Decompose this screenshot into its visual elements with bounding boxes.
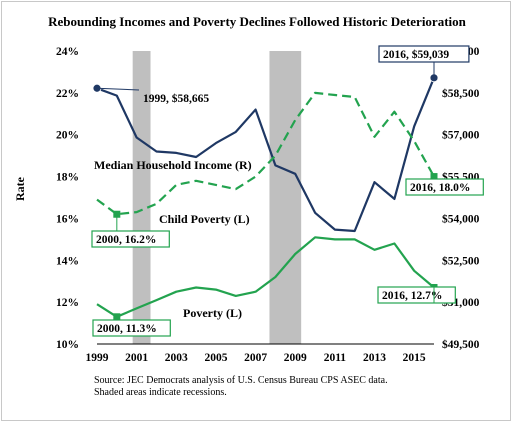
y-left-tick-label: 22% [56,88,79,100]
y-left-tick-label: 12% [56,297,79,309]
y-left-tick-label: 10% [56,339,79,351]
x-tick-label: 2009 [284,352,307,364]
callout-label: 2016, 18.0% [410,182,470,194]
callout-box [378,45,470,63]
callout-label: 2016, 12.7% [382,290,442,302]
x-tick-label: 2005 [204,352,227,364]
annotations: 1999, $58,665 2016, $59,039 2016, 18.0% 200… [91,45,484,337]
y-left-tick-label: 14% [56,255,79,267]
callout-leader [96,87,140,91]
series-lines [96,77,436,318]
callout-label: 2016, $59,039 [383,48,449,61]
recession-bar [132,51,151,344]
source-note: Source: JEC Democrats analysis of U.S. C… [94,375,388,386]
x-tick-label: 1999 [86,352,109,364]
callout-box [91,230,170,248]
y-right-tick-label: $52,500 [442,254,480,267]
callout-box [92,319,171,337]
x-tick-label: 2003 [165,352,188,364]
income-line [96,77,436,233]
chart-title: Rebounding Incomes and Poverty Declines … [48,14,467,29]
series-label-poverty: Poverty (L) [183,306,242,320]
x-tick-label: 2001 [125,352,148,364]
y-left-tick-label: 24% [56,46,79,58]
x-tick-label: 2007 [244,352,267,364]
x-tick-label: 2011 [324,352,347,364]
x-tick-label: 2015 [403,352,426,364]
callout-label: 2000, 16.2% [96,234,156,246]
y-right-tick-label: $58,500 [442,87,480,100]
x-tick-label: 2013 [363,352,386,364]
y-left-tick-label: 18% [56,172,79,184]
recession-note: Shaded areas indicate recessions. [94,387,227,398]
child-poverty-line [96,91,435,216]
y-axis-label: Rate [13,176,27,201]
recession-shading [132,51,302,344]
y-right-tick-label: $57,000 [442,129,480,142]
y-left-tick-label: 16% [56,213,79,225]
y-left-tick-label: 20% [56,130,79,142]
poverty-line [96,236,435,318]
recession-bar [269,51,302,344]
series-label-child-poverty: Child Poverty (L) [159,212,250,226]
y-right-tick-label: $49,500 [442,338,480,351]
series-label-income: Median Household Income (R) [94,158,252,172]
callout-box [377,286,456,304]
chart-axes: 10%12%14%16%18%20%22%24%$49,500$51,000$5… [56,45,480,364]
y-right-tick-label: $54,000 [442,212,480,225]
callout-label: 2000, 11.3% [97,323,157,335]
callout-box [405,178,484,196]
callout-label: 1999, $58,665 [143,92,209,105]
